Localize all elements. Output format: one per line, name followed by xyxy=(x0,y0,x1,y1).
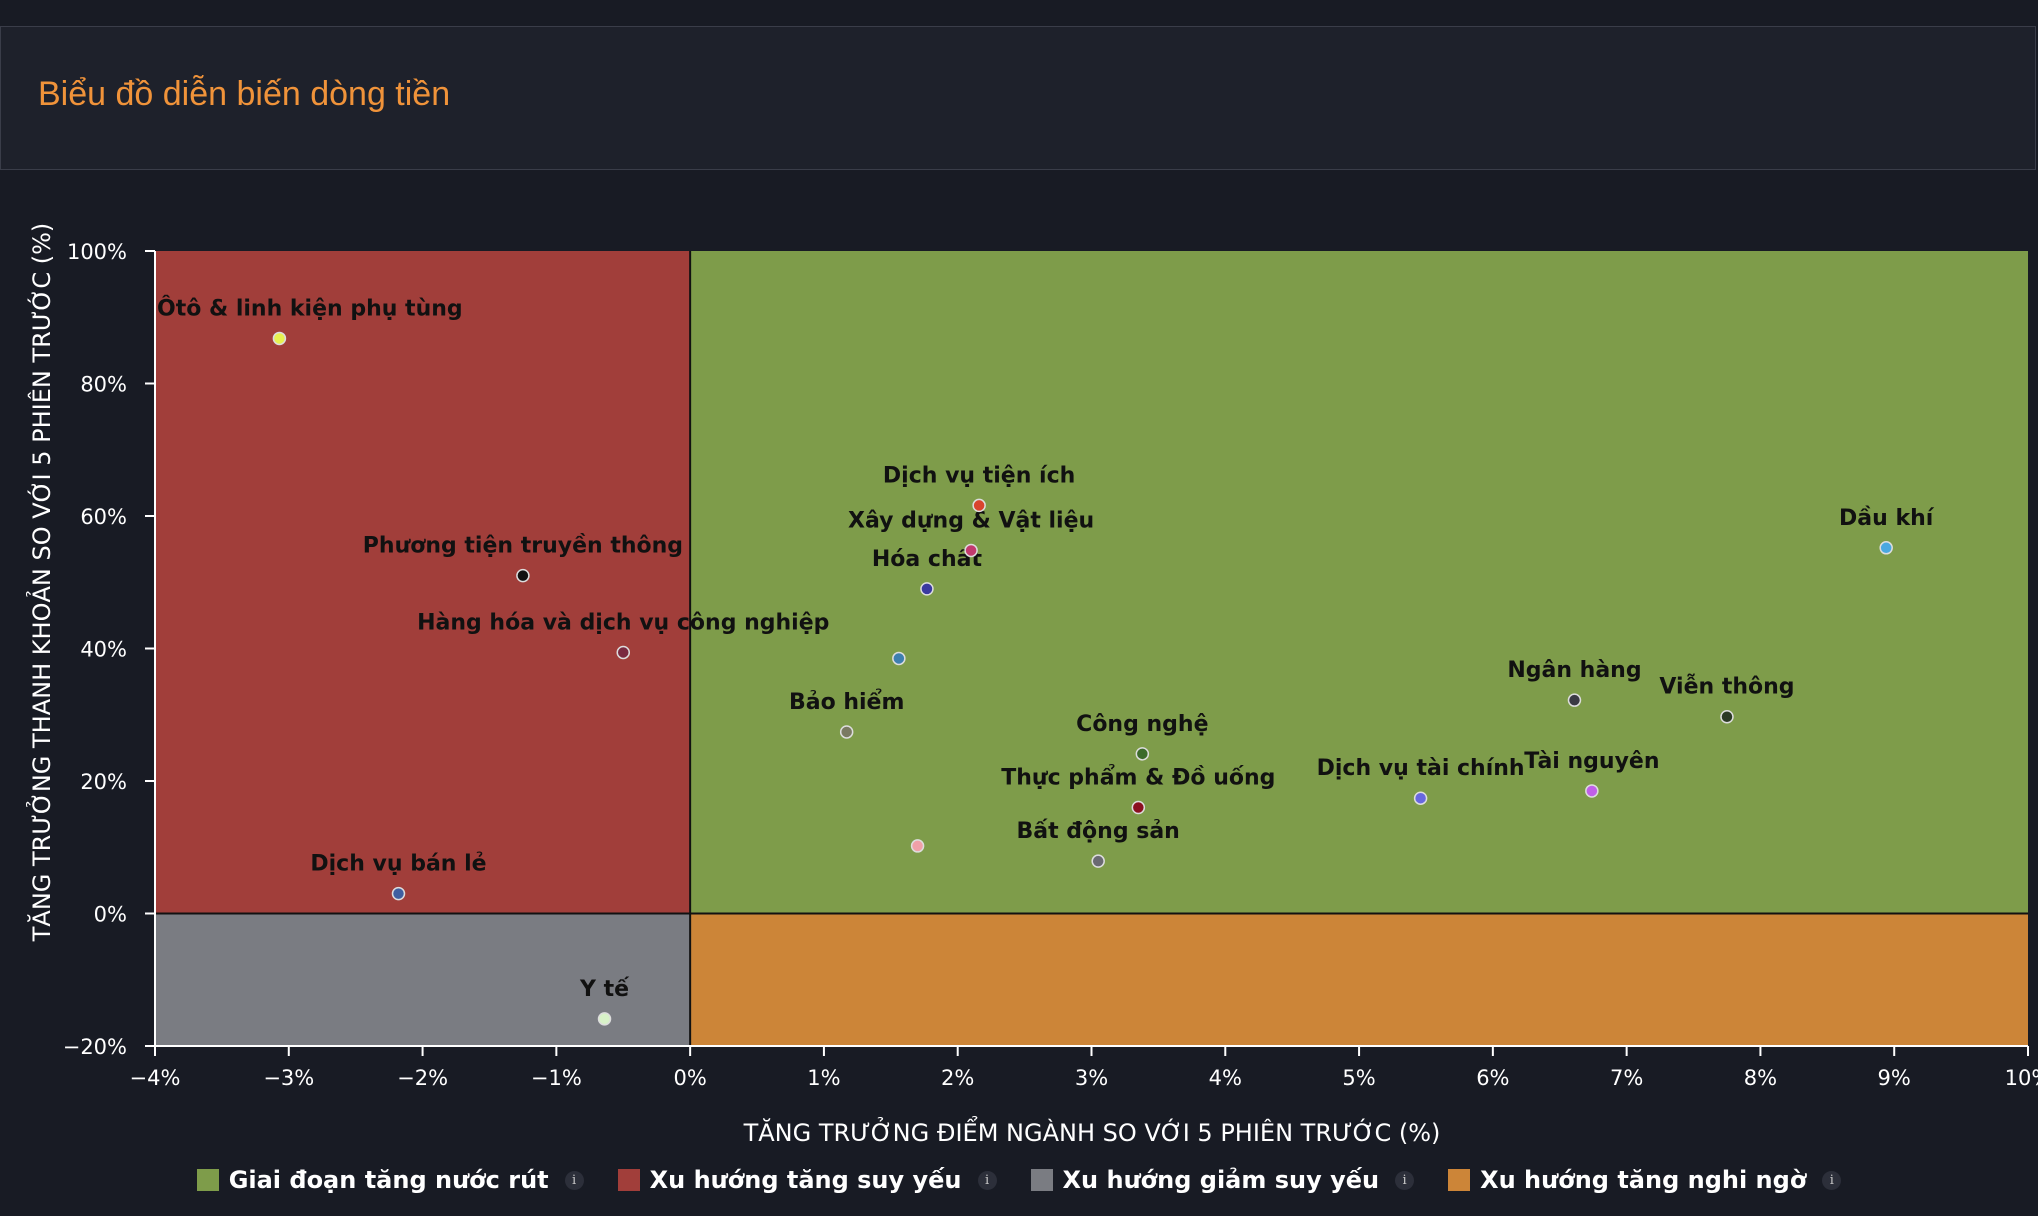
point-label: Hàng hóa và dịch vụ công nghiệp xyxy=(417,610,829,635)
info-icon[interactable]: i xyxy=(1395,1170,1415,1190)
quadrant-backgrounds xyxy=(155,251,2029,1046)
legend-item-weakening-uptrend[interactable]: Xu hướng tăng suy yếu i xyxy=(617,1166,997,1194)
data-point[interactable] xyxy=(1413,791,1428,805)
point-label: Dịch vụ bán lẻ xyxy=(310,852,486,877)
x-tick-label: 2% xyxy=(941,1066,974,1090)
legend-swatch xyxy=(1448,1169,1471,1191)
x-tick-label: 7% xyxy=(1610,1066,1643,1090)
data-point[interactable] xyxy=(616,645,630,660)
info-icon[interactable]: i xyxy=(564,1170,584,1190)
x-tick-label: 10% xyxy=(2005,1066,2038,1090)
x-tick-label: 8% xyxy=(1744,1066,1777,1090)
point-label: Bất động sản xyxy=(1017,819,1180,844)
legend-swatch xyxy=(1030,1169,1053,1191)
data-point[interactable] xyxy=(1879,541,1893,555)
data-point[interactable] xyxy=(972,498,986,513)
info-icon[interactable]: i xyxy=(1822,1170,1842,1190)
point-label: Y tế xyxy=(579,977,630,1002)
x-axis-title: TĂNG TRƯỞNG ĐIỂM NGÀNH SO VỚI 5 PHIÊN TR… xyxy=(743,1115,1441,1147)
y-tick-label: 0% xyxy=(94,903,127,927)
point-label: Ôtô & linh kiện phụ tùng xyxy=(157,295,463,321)
x-tick-label: 5% xyxy=(1342,1066,1375,1090)
data-point[interactable] xyxy=(391,886,406,901)
quadrant-1 xyxy=(690,251,2029,914)
chart-header: Biểu đồ diễn biến dòng tiền xyxy=(0,26,2036,170)
quadrant-2 xyxy=(155,251,691,914)
x-tick-label: 6% xyxy=(1476,1066,1509,1090)
point-label: Tài nguyên xyxy=(1524,749,1659,774)
quadrant-4 xyxy=(690,913,2029,1046)
data-point[interactable] xyxy=(1135,747,1150,761)
data-point[interactable] xyxy=(1091,854,1105,868)
y-tick-label: 20% xyxy=(80,770,127,794)
page-title: Biểu đồ diễn biến dòng tiền xyxy=(38,75,451,113)
legend-label: Xu hướng tăng nghi ngờ xyxy=(1480,1166,1807,1194)
legend-label: Giai đoạn tăng nước rút xyxy=(228,1166,549,1194)
data-point[interactable] xyxy=(516,568,530,583)
data-point[interactable] xyxy=(910,839,925,853)
data-point[interactable] xyxy=(920,582,934,596)
data-point[interactable] xyxy=(272,331,287,346)
legend-item-doubtful-uptrend[interactable]: Xu hướng tăng nghi ngờ i xyxy=(1448,1166,1842,1194)
data-point[interactable] xyxy=(892,651,906,666)
data-point[interactable] xyxy=(964,543,978,558)
legend-item-sprint-phase[interactable]: Giai đoạn tăng nước rút i xyxy=(196,1166,584,1194)
y-tick-label: −20% xyxy=(63,1035,127,1059)
x-tick-label: −1% xyxy=(531,1066,582,1090)
point-label: Thực phẩm & Đồ uống xyxy=(1001,765,1275,791)
y-tick-label: 60% xyxy=(80,505,127,529)
point-label: Dịch vụ tài chính xyxy=(1317,756,1525,781)
legend-item-weakening-downtrend[interactable]: Xu hướng giảm suy yếu i xyxy=(1030,1166,1415,1194)
data-point[interactable] xyxy=(1567,693,1582,707)
data-point[interactable] xyxy=(1131,800,1146,815)
x-tick-label: −4% xyxy=(130,1066,181,1090)
point-label: Ngân hàng xyxy=(1507,658,1641,683)
point-label: Dịch vụ tiện ích xyxy=(883,463,1075,488)
point-label: Phương tiện truyền thông xyxy=(363,534,683,559)
point-label: Xây dựng & Vật liệu xyxy=(848,508,1094,533)
legend-swatch xyxy=(617,1169,640,1191)
point-label: Hóa chất xyxy=(872,547,983,572)
x-tick-label: 1% xyxy=(807,1066,840,1090)
x-tick-label: 3% xyxy=(1075,1066,1108,1090)
data-point[interactable] xyxy=(597,1012,612,1026)
x-tick-label: −2% xyxy=(397,1066,448,1090)
y-tick-label: 100% xyxy=(67,240,127,264)
x-tick-label: 0% xyxy=(673,1066,706,1090)
legend-label: Xu hướng tăng suy yếu xyxy=(649,1166,962,1194)
axes: −4% −3% −2% −1% 0% 1% 2% 3% 4% 5% 6% 7% 8% 9% 10% −20% 0… xyxy=(63,240,2038,1090)
scatter-chart: −4% −3% −2% −1% 0% 1% 2% 3% 4% 5% 6% 7% 8% 9% 10% −20% 0… xyxy=(25,223,2038,1147)
legend-swatch xyxy=(196,1169,219,1191)
data-point[interactable] xyxy=(839,725,854,739)
point-label: Công nghệ xyxy=(1076,712,1208,737)
y-axis-title: TĂNG TRƯỞNG THANH KHOẢN SO VỚI 5 PHIÊN T… xyxy=(25,223,56,943)
point-label: Dầu khí xyxy=(1839,506,1935,531)
data-point[interactable] xyxy=(1585,784,1599,798)
x-tick-label: 9% xyxy=(1878,1066,1911,1090)
legend-label: Xu hướng giảm suy yếu xyxy=(1062,1166,1380,1194)
point-labels: Ôtô & linh kiện phụ tùng Phương tiện truy… xyxy=(157,295,1935,1001)
info-icon[interactable]: i xyxy=(977,1170,997,1190)
data-point[interactable] xyxy=(1720,709,1734,724)
x-tick-label: 4% xyxy=(1209,1066,1242,1090)
point-label: Viễn thông xyxy=(1659,675,1794,700)
data-points[interactable] xyxy=(272,331,1893,1026)
y-tick-label: 80% xyxy=(80,373,127,397)
x-tick-label: −3% xyxy=(263,1066,314,1090)
chart-legend: Giai đoạn tăng nước rút i Xu hướng tăng … xyxy=(0,1162,2038,1198)
y-tick-label: 40% xyxy=(80,638,127,662)
point-label: Bảo hiểm xyxy=(789,689,904,715)
